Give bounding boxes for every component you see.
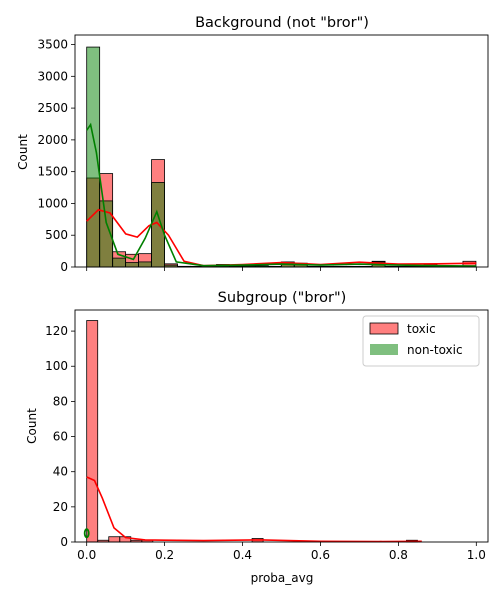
- y-tick-label-0: 0: [60, 535, 68, 549]
- legend-swatch-toxic: [370, 323, 398, 334]
- x-tick-label-4: 0.8: [389, 548, 408, 562]
- subgroup-x-label: proba_avg: [251, 571, 314, 585]
- y-tick-label-6: 120: [45, 324, 68, 338]
- legend-swatch-non-toxic: [370, 344, 398, 355]
- bar-non-toxic-2: [113, 258, 126, 267]
- bar-non-toxic-4: [139, 262, 152, 267]
- kde-line-toxic: [87, 477, 422, 542]
- x-tick-label-5: 1.0: [467, 548, 486, 562]
- x-tick-label-1: 0.2: [155, 548, 174, 562]
- background-title: Background (not "bror"): [195, 15, 369, 31]
- y-tick-label-3: 60: [53, 430, 68, 444]
- background-y-label: Count: [16, 134, 30, 170]
- x-tick-label-0: 0.0: [77, 548, 96, 562]
- kde-line-non-toxic: [87, 125, 477, 266]
- y-tick-label-1: 500: [45, 228, 68, 242]
- bar-toxic-2: [109, 537, 120, 542]
- y-tick-label-7: 3500: [37, 38, 68, 52]
- subgroup-y-axis: 0 20 40 60 80 100 120: [45, 324, 75, 549]
- y-tick-label-5: 100: [45, 359, 68, 373]
- legend-label-toxic: toxic: [407, 322, 436, 336]
- y-tick-label-5: 2500: [37, 101, 68, 115]
- y-tick-label-2: 40: [53, 465, 68, 479]
- bar-non-toxic-3: [126, 263, 139, 267]
- x-tick-label-2: 0.4: [233, 548, 252, 562]
- y-tick-label-3: 1500: [37, 165, 68, 179]
- y-tick-label-2: 1000: [37, 196, 68, 210]
- subgroup-x-axis: 0.0 0.2 0.4 0.6 0.8 1.0: [77, 542, 486, 562]
- subgroup-panel: Subgroup ("bror") 0 20 40 60 80 100 120 0.0 0.2…: [25, 290, 488, 585]
- y-tick-label-1: 20: [53, 500, 68, 514]
- background-kde-lines: [87, 125, 477, 266]
- background-panel: Background (not "bror") 0 500 1000 1500 2000…: [16, 15, 488, 274]
- y-tick-label-4: 80: [53, 394, 68, 408]
- y-tick-label-4: 2000: [37, 133, 68, 147]
- legend: toxic non-toxic: [363, 316, 479, 366]
- bar-toxic-0: [87, 321, 98, 542]
- x-tick-label-3: 0.6: [311, 548, 330, 562]
- subgroup-y-label: Count: [25, 408, 39, 444]
- legend-label-non-toxic: non-toxic: [407, 343, 463, 357]
- background-bars: [87, 47, 476, 267]
- background-axes-frame: [75, 35, 488, 267]
- y-tick-label-6: 3000: [37, 69, 68, 83]
- subgroup-title: Subgroup ("bror"): [218, 290, 347, 306]
- background-y-axis: 0 500 1000 1500 2000 2500 3000 3500: [37, 38, 75, 274]
- subgroup-kde-lines: [85, 477, 422, 542]
- y-tick-label-0: 0: [60, 260, 68, 274]
- background-x-axis: [87, 267, 477, 271]
